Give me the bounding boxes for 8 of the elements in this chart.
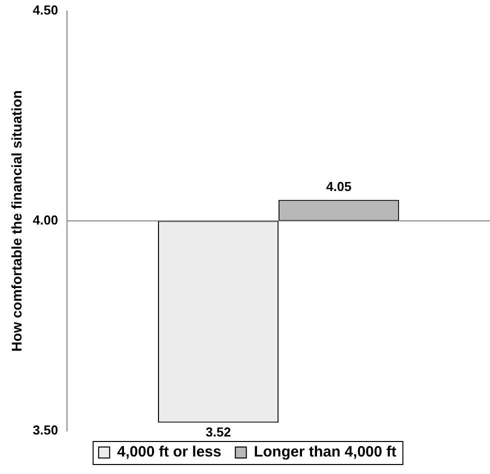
y-tick-label: 4.50 <box>32 2 58 18</box>
y-tick-label: 3.50 <box>32 422 58 438</box>
data-label: 4.05 <box>326 178 352 194</box>
legend-label: 4,000 ft or less <box>117 444 222 461</box>
data-label: 3.52 <box>206 424 231 440</box>
y-tick-label: 4.00 <box>32 212 58 228</box>
legend-label: Longer than 4,000 ft <box>254 444 396 461</box>
y-axis-title: How comfortable the financial situation <box>8 90 24 352</box>
